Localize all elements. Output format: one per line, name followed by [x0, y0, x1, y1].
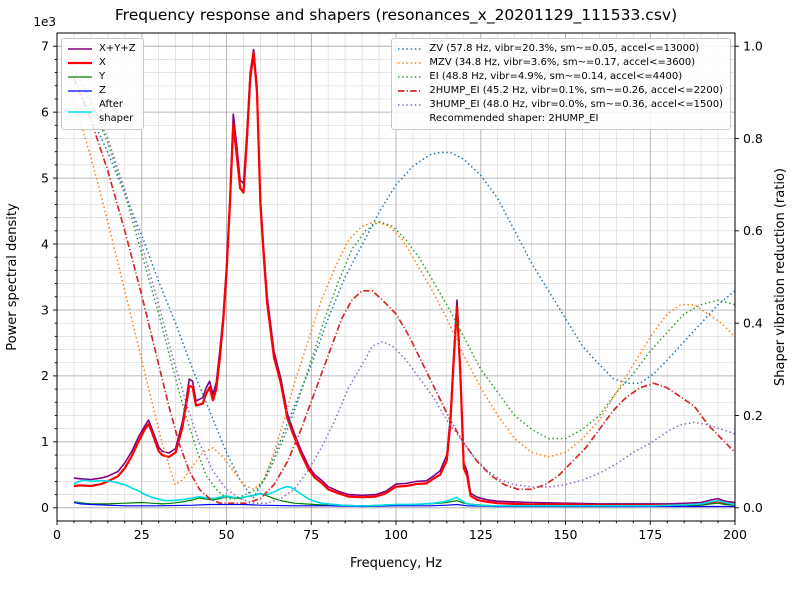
tick-label: 0.4: [743, 315, 763, 330]
tick-label: 75: [303, 527, 319, 542]
legend-item: EI (48.8 Hz, vibr=4.9%, sm~=0.14, accel<…: [397, 70, 723, 84]
tick-label: 0: [53, 527, 61, 542]
tick-label: 7: [41, 38, 49, 53]
legend-label: ZV (57.8 Hz, vibr=20.3%, sm~=0.05, accel…: [429, 43, 700, 54]
legend-item: 2HUMP_EI (45.2 Hz, vibr=0.1%, sm~=0.26, …: [397, 84, 723, 98]
axes-layer: 0 25 50 75 100 125 150 175 200 0 1 2 3 4 5 6 7 0.0 0.2 0.4 0…: [41, 32, 763, 542]
legend-line-sample: [68, 76, 92, 78]
legend-item: 3HUMP_EI (48.0 Hz, vibr=0.0%, sm~=0.36, …: [397, 98, 723, 112]
chart-title: Frequency response and shapers (resonanc…: [115, 6, 677, 25]
tick-label: 1: [41, 434, 49, 449]
tick-label: 0.0: [743, 500, 763, 515]
tick-label: 6: [41, 104, 49, 119]
series-3hump-ei: [73, 68, 735, 504]
legend-label: X: [99, 57, 106, 68]
legend-line-sample: [68, 61, 92, 65]
y-axis-label-left: Power spectral density: [5, 203, 20, 351]
series-mzv: [73, 101, 735, 491]
legend-label: Y: [99, 71, 106, 82]
tick-label: 4: [41, 236, 49, 251]
tick-label: 100: [384, 527, 408, 542]
series-ei: [73, 68, 735, 500]
legend-line-sample: [68, 111, 92, 113]
legend-label: 3HUMP_EI (48.0 Hz, vibr=0.0%, sm~=0.36, …: [429, 99, 723, 110]
y-axis-label-right: Shaper vibration reduction (ratio): [773, 168, 788, 386]
tick-label: 175: [638, 527, 662, 542]
tick-label: 2: [41, 368, 49, 383]
series-zv: [73, 78, 735, 500]
legend-item: Recommended shaper: 2HUMP_EI: [397, 112, 723, 126]
legend-item: X: [67, 56, 136, 70]
tick-label: 0.6: [743, 223, 763, 238]
tick-label: 50: [219, 527, 235, 542]
legend-shapers: ZV (57.8 Hz, vibr=20.3%, sm~=0.05, accel…: [391, 38, 731, 130]
tick-label: 0: [41, 500, 49, 515]
legend-line-sample: [398, 90, 423, 92]
series-after-shaper: [73, 479, 735, 507]
legend-line-sample: [398, 104, 423, 106]
tick-label: 0.8: [743, 131, 763, 146]
series-x: [73, 51, 735, 507]
tick-label: 200: [723, 527, 747, 542]
legend-label: MZV (34.8 Hz, vibr=3.6%, sm~=0.17, accel…: [429, 57, 696, 68]
tick-label: 25: [134, 527, 150, 542]
legend-item: Y: [67, 70, 136, 84]
legend-label: Z: [99, 85, 106, 96]
tick-label: 5: [41, 170, 49, 185]
legend-psd: X+Y+Z X Y Z After shaper: [61, 38, 144, 130]
legend-item: ZV (57.8 Hz, vibr=20.3%, sm~=0.05, accel…: [397, 42, 723, 56]
legend-line-sample: [398, 76, 423, 78]
legend-label: After shaper: [99, 99, 134, 124]
tick-label: 125: [469, 527, 493, 542]
tick-label: 1.0: [743, 39, 763, 54]
legend-item: Z: [67, 84, 136, 98]
legend-line-sample: [68, 90, 92, 92]
legend-label: 2HUMP_EI (45.2 Hz, vibr=0.1%, sm~=0.26, …: [429, 85, 723, 96]
legend-item: MZV (34.8 Hz, vibr=3.6%, sm~=0.17, accel…: [397, 56, 723, 70]
axis-offset-label: 1e3: [33, 15, 56, 29]
series-2hump-ei: [73, 78, 735, 505]
x-axis-label: Frequency, Hz: [350, 556, 442, 571]
legend-line-sample: [68, 48, 92, 50]
legend-item: X+Y+Z: [67, 42, 136, 56]
tick-label: 3: [41, 302, 49, 317]
legend-label: X+Y+Z: [99, 43, 136, 54]
legend-item: After shaper: [67, 98, 136, 126]
legend-line-sample: [397, 113, 423, 125]
tick-label: 0.2: [743, 408, 763, 423]
series-layer: [73, 48, 735, 508]
legend-label: Recommended shaper: 2HUMP_EI: [429, 113, 599, 124]
legend-line-sample: [398, 62, 423, 64]
tick-label: 150: [554, 527, 578, 542]
legend-line-sample: [398, 48, 423, 50]
legend-label: EI (48.8 Hz, vibr=4.9%, sm~=0.14, accel<…: [429, 71, 683, 82]
